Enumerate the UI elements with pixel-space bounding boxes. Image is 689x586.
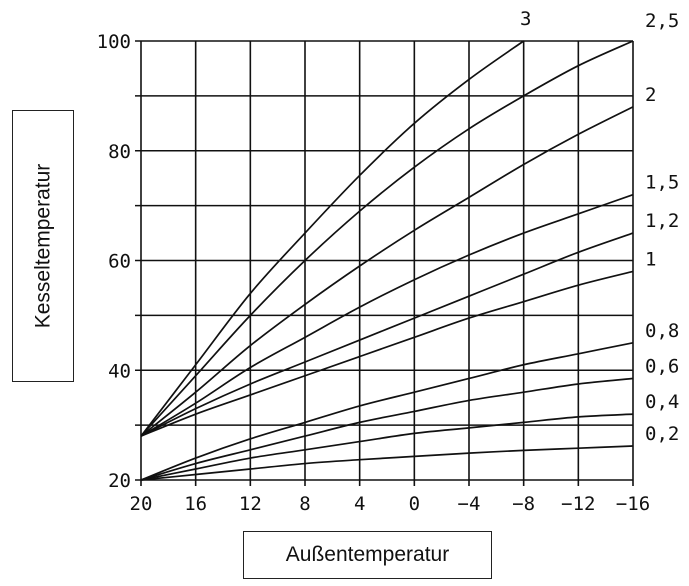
x-axis-label: Außentemperatur (285, 543, 450, 566)
heating-curve-1 (140, 270, 634, 437)
y-tick-label: 40 (108, 360, 131, 382)
y-tick-label: 100 (97, 31, 131, 53)
y-tick-label: 80 (108, 141, 131, 163)
y-tick-label: 60 (108, 251, 131, 273)
heating-curve-2 (140, 106, 634, 437)
x-tick-labels: 20 16 12 8 4 0 −4 −8 −12 −16 (130, 493, 651, 515)
y-tick-label: 20 (108, 470, 131, 492)
heating-curve-0-4 (140, 413, 634, 481)
x-tick-label: 8 (299, 493, 310, 515)
curve-label: 0,4 (645, 391, 679, 413)
curve-label: 3 (520, 8, 531, 30)
curve-label: 2,5 (645, 10, 679, 32)
curve-label: 0,8 (645, 320, 679, 342)
x-tick-label: −16 (616, 493, 650, 515)
x-tick-label: 4 (354, 493, 365, 515)
x-tick-label: −8 (512, 493, 535, 515)
heating-curve-0-8 (140, 341, 634, 481)
heating-curve-3 (140, 40, 525, 437)
curve-label: 0,6 (645, 355, 679, 377)
heating-curve-2-5 (140, 40, 634, 437)
x-axis-label-box: Außentemperatur (243, 531, 492, 579)
curves (140, 40, 634, 481)
curve-label: 0,2 (645, 423, 679, 445)
heating-curve-1-5 (140, 193, 634, 437)
heating-curve-0-6 (140, 377, 634, 481)
heating-curve-0-2 (140, 445, 634, 481)
x-tick-label: −12 (561, 493, 595, 515)
curve-label: 1,5 (645, 172, 679, 194)
heating-curve-1-2 (140, 232, 634, 437)
x-tick-label: 16 (184, 493, 207, 515)
x-tick-label: 0 (409, 493, 420, 515)
curve-label: 2 (645, 84, 656, 106)
x-tick-label: 20 (130, 493, 153, 515)
curve-label: 1 (645, 248, 656, 270)
curve-labels: 3 2,5 2 1,5 1,2 1 0,8 0,6 0,4 0,2 (520, 8, 679, 445)
y-tick-labels: 20 40 60 80 100 (97, 31, 131, 492)
y-axis-label-box: Kesseltemperatur (12, 110, 74, 382)
x-tick-label: 12 (239, 493, 262, 515)
x-tick-label: −4 (458, 493, 481, 515)
curve-label: 1,2 (645, 210, 679, 232)
y-axis-label: Kesseltemperatur (31, 163, 55, 329)
